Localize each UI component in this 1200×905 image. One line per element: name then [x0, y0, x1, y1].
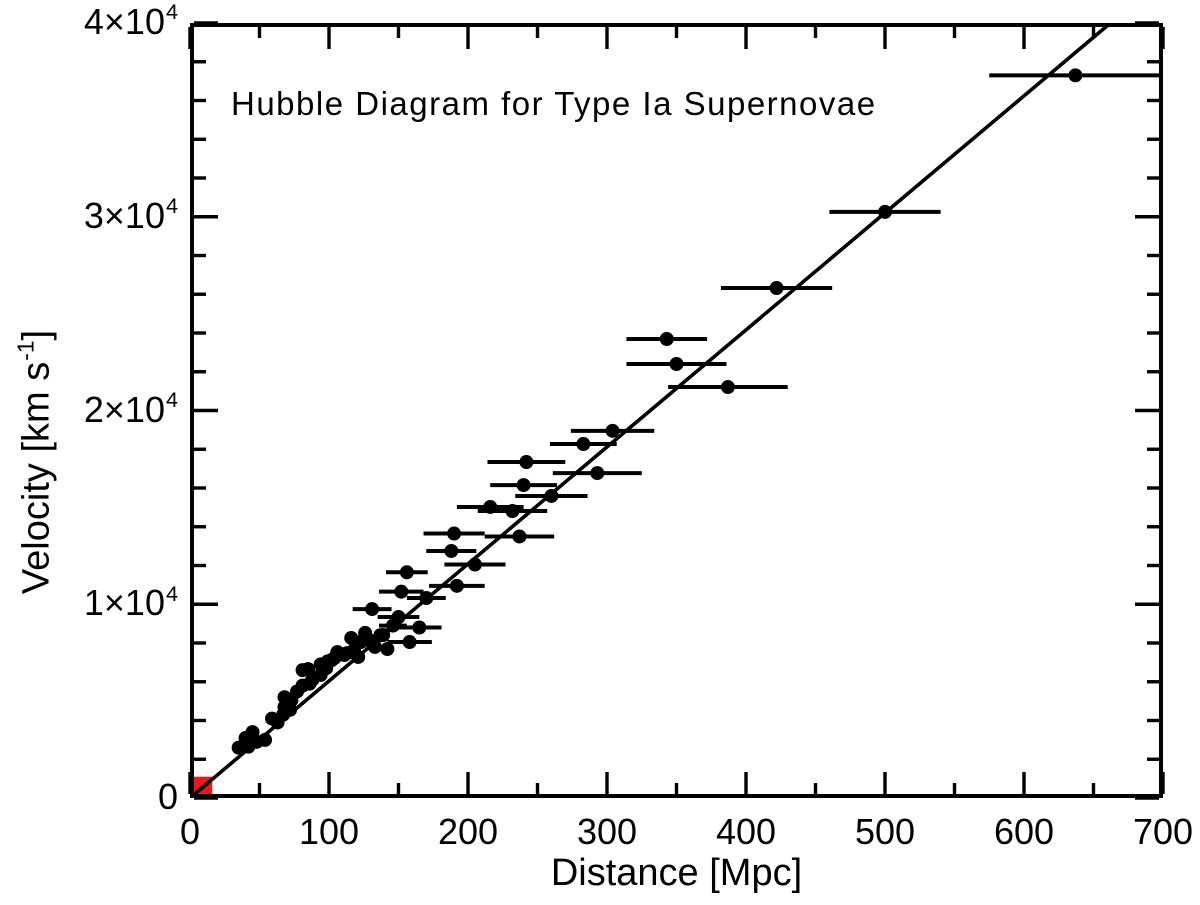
- x-tick-label: 100: [298, 811, 360, 852]
- data-point: [444, 543, 459, 558]
- data-point: [878, 204, 892, 219]
- x-tick-label: 300: [576, 811, 638, 852]
- data-point: [519, 455, 534, 470]
- data-point: [659, 332, 674, 347]
- data-point: [512, 529, 527, 544]
- data-point: [301, 662, 316, 677]
- y-axis-label: Velocity [km s-1]: [12, 329, 59, 594]
- data-point: [419, 591, 434, 606]
- data-point: [576, 437, 591, 452]
- y-tick-label-superscript: 4: [165, 386, 178, 412]
- y-tick-label-superscript: 4: [165, 193, 178, 219]
- y-tick-label: 2×104: [0, 386, 178, 435]
- data-point: [365, 602, 380, 617]
- data-point: [505, 504, 520, 519]
- x-tick-label: 600: [993, 811, 1055, 852]
- axis-ticks: [188, 21, 1165, 800]
- data-point: [391, 610, 406, 625]
- data-point: [483, 499, 498, 514]
- y-tick-label-main: 4×10: [83, 1, 165, 42]
- y-tick-label-main: 2×10: [83, 388, 165, 430]
- data-point: [720, 380, 735, 395]
- data-point: [467, 557, 482, 572]
- x-tick-label: 0: [179, 811, 201, 852]
- x-tick-label: 700: [1132, 811, 1194, 852]
- chart-title: Hubble Diagram for Type Ia Supernovae: [231, 85, 877, 122]
- y-tick-label: 0: [0, 777, 178, 817]
- data-point: [351, 649, 366, 664]
- data-point: [412, 620, 427, 635]
- data-point: [258, 732, 273, 747]
- data-point: [590, 466, 605, 481]
- plot-frame: [190, 23, 1163, 798]
- y-tick-label-superscript: 4: [165, 580, 178, 606]
- y-axis-label-superscript: -1: [12, 340, 38, 361]
- data-point: [367, 639, 382, 654]
- data-point: [605, 423, 620, 438]
- plot-data-layer: [192, 25, 1161, 796]
- fit-line: [192, 25, 1111, 796]
- y-tick-label-superscript: 4: [165, 0, 178, 25]
- data-point: [380, 642, 395, 657]
- x-axis-label: Distance [Mpc]: [550, 852, 803, 894]
- y-tick-label: 3×104: [0, 193, 178, 241]
- data-point: [516, 478, 531, 493]
- data-point: [394, 584, 409, 599]
- y-tick-label: 4×104: [0, 0, 178, 47]
- x-tick-label: 200: [437, 811, 499, 852]
- data-point: [399, 565, 414, 580]
- y-axis-label-bracket: ]: [15, 329, 58, 341]
- data-point: [769, 281, 784, 296]
- x-tick-label: 400: [715, 811, 777, 852]
- y-tick-label-main: 3×10: [83, 194, 165, 236]
- y-tick-label-main: 0: [157, 776, 178, 817]
- y-tick-label-main: 1×10: [83, 582, 165, 624]
- data-point: [402, 635, 417, 650]
- data-point: [1068, 68, 1083, 83]
- data-point: [669, 357, 684, 371]
- data-point: [449, 578, 464, 593]
- data-point: [544, 488, 559, 503]
- x-tick-label: 500: [854, 811, 916, 852]
- data-point: [376, 628, 391, 643]
- data-point: [447, 526, 462, 541]
- y-tick-label: 1×104: [0, 580, 178, 628]
